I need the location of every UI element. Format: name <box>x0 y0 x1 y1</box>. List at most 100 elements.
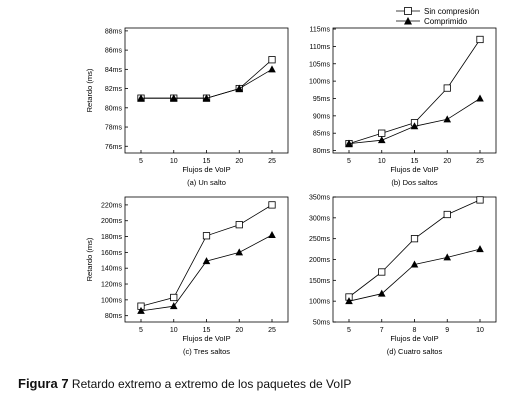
data-point-square <box>268 201 276 209</box>
x-tick-label: 8 <box>413 327 417 334</box>
x-axis-label: Flujos de VoIP <box>390 334 438 343</box>
plot-frame <box>332 27 497 154</box>
data-point-square <box>378 129 386 137</box>
y-tick-label: 88ms <box>105 28 123 35</box>
y-tick-label: 110ms <box>310 44 331 51</box>
y-tick-label: 100ms <box>309 79 331 86</box>
y-tick-label: 140ms <box>101 266 123 273</box>
y-tick-label: 100ms <box>309 299 331 306</box>
legend-label-sin-compresion: Sin compresión <box>424 7 479 16</box>
data-point-square <box>476 35 484 44</box>
series-line-1 <box>141 68 273 99</box>
y-tick-label: 150ms <box>309 278 331 285</box>
y-tick-label: 160ms <box>101 250 123 257</box>
data-point-square <box>443 210 451 219</box>
x-tick-label: 25 <box>476 158 484 165</box>
y-tick-label: 220ms <box>101 202 123 209</box>
y-tick-label: 90ms <box>313 113 331 120</box>
plot-frame <box>332 196 497 323</box>
x-tick-label: 5 <box>347 158 351 165</box>
x-tick-label: 5 <box>139 327 143 334</box>
data-point-triangle <box>345 139 353 147</box>
series-line-0 <box>348 199 481 298</box>
y-tick-label: 115ms <box>310 27 331 34</box>
x-tick-label: 10 <box>476 327 484 334</box>
data-point-triangle <box>410 122 419 130</box>
chart-subtitle: (d) Cuatro saltos <box>387 347 443 356</box>
y-tick-label: 250ms <box>309 236 331 243</box>
data-point-triangle <box>268 230 276 238</box>
y-tick-label: 180ms <box>101 234 123 241</box>
x-tick-label: 10 <box>170 158 178 165</box>
data-point-triangle <box>410 260 419 268</box>
y-tick-label: 80ms <box>105 105 123 112</box>
data-point-triangle <box>169 302 178 310</box>
x-tick-label: 25 <box>268 327 276 334</box>
data-point-triangle <box>443 115 452 123</box>
chart-0: 76ms 78ms 80ms 82ms 84ms 86ms 88ms 5 10 15 20 25 Flu… <box>85 27 289 187</box>
x-tick-label: 20 <box>235 158 243 165</box>
x-tick-label: 15 <box>411 158 419 165</box>
x-tick-label: 5 <box>139 158 143 165</box>
chart-1: 80ms 85ms 90ms 95ms 100ms 105ms 110ms 115ms 5 10 1… <box>309 27 497 187</box>
x-tick-label: 20 <box>235 327 243 334</box>
x-tick-label: 25 <box>268 158 276 165</box>
figure-caption-text: Retardo extremo a extremo de los paquete… <box>68 377 352 391</box>
x-tick-label: 10 <box>378 158 386 165</box>
series-line-0 <box>141 59 273 99</box>
data-point-square <box>378 268 386 276</box>
data-point-triangle <box>137 306 145 314</box>
x-tick-label: 15 <box>203 158 211 165</box>
data-point-square <box>202 232 211 240</box>
legend-marker-sin-compresion <box>404 7 412 15</box>
y-tick-label: 84ms <box>105 67 123 74</box>
x-tick-label: 15 <box>203 327 211 334</box>
y-tick-label: 300ms <box>309 215 331 222</box>
data-point-triangle <box>235 84 244 92</box>
chart-subtitle: (b) Dos saltos <box>391 178 438 187</box>
y-tick-label: 120ms <box>101 282 123 289</box>
x-tick-label: 7 <box>380 327 384 334</box>
y-tick-label: 200ms <box>101 218 123 225</box>
data-point-triangle <box>268 65 276 73</box>
data-point-square <box>443 84 451 92</box>
x-tick-label: 20 <box>443 158 451 165</box>
y-tick-label: 105ms <box>309 61 331 68</box>
data-point-square <box>268 56 276 64</box>
figure-caption: Figura 7 Retardo extremo a extremo de lo… <box>18 376 351 391</box>
series-line-1 <box>348 248 481 302</box>
plot-frame <box>124 27 289 154</box>
data-point-triangle <box>377 136 386 144</box>
chart-2: 80ms 100ms 120ms 140ms 160ms 180ms 200ms 220ms 5… <box>85 196 289 356</box>
y-tick-label: 86ms <box>105 48 123 55</box>
y-tick-label: 80ms <box>105 313 123 320</box>
data-point-triangle <box>377 289 386 297</box>
y-tick-label: 80ms <box>313 148 331 155</box>
y-tick-label: 200ms <box>309 257 331 264</box>
y-axis-label: Retardo (ms) <box>85 68 94 112</box>
x-axis-label: Flujos de VoIP <box>390 165 438 174</box>
data-point-triangle <box>169 94 178 102</box>
y-tick-label: 95ms <box>313 96 331 103</box>
y-axis-label: Retardo (ms) <box>85 237 94 281</box>
figure-canvas: 76ms 78ms 80ms 82ms 84ms 86ms 88ms 5 10 15 20 25 Flu… <box>85 7 497 356</box>
y-tick-label: 76ms <box>105 144 123 151</box>
y-tick-label: 350ms <box>309 195 331 202</box>
y-tick-label: 82ms <box>105 86 123 93</box>
data-point-square <box>170 293 178 302</box>
y-tick-label: 50ms <box>313 320 331 327</box>
data-point-triangle <box>202 94 211 102</box>
chart-3: 50ms 100ms 150ms 200ms 250ms 300ms 350ms 5 7 8 9 10… <box>309 195 497 356</box>
figure-caption-label: Figura 7 <box>18 376 69 391</box>
y-tick-label: 100ms <box>101 297 123 304</box>
x-axis-label: Flujos de VoIP <box>182 165 230 174</box>
chart-subtitle: (c) Tres saltos <box>183 347 230 356</box>
chart-subtitle: (a) Un salto <box>187 178 226 187</box>
data-point-square <box>410 235 419 243</box>
data-point-triangle <box>345 297 353 305</box>
data-point-triangle <box>443 253 452 261</box>
y-tick-label: 78ms <box>105 125 123 132</box>
data-point-triangle <box>476 94 484 102</box>
data-point-triangle <box>137 94 145 102</box>
series-line-0 <box>140 204 273 307</box>
